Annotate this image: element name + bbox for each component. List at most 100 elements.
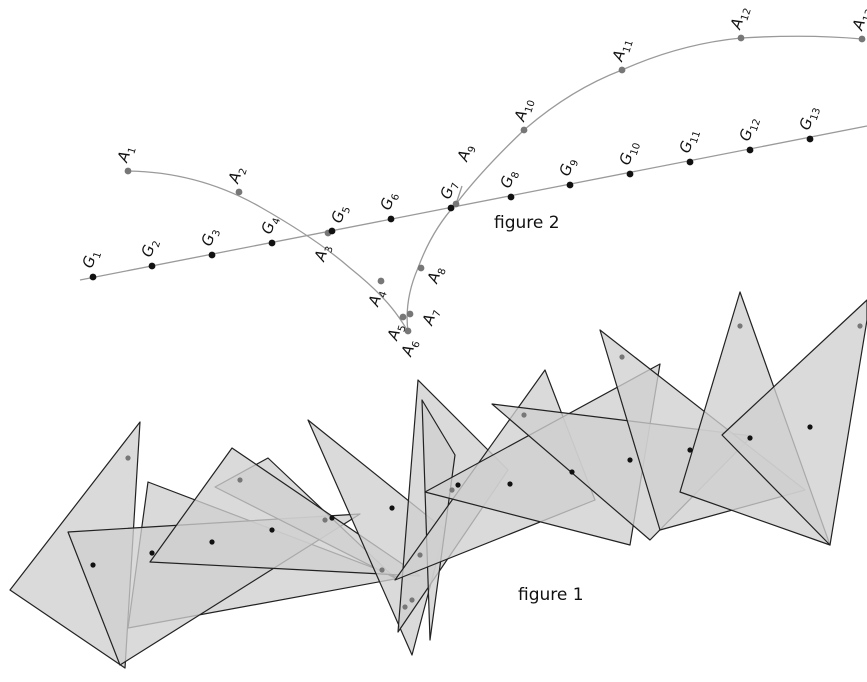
black-dot (329, 515, 335, 521)
label-subscript: 9 (569, 159, 581, 168)
gray-dot (521, 412, 527, 418)
point-a12 (737, 34, 745, 42)
label-a13: A13 (848, 5, 867, 34)
label-g2: G2 (138, 237, 164, 261)
point-g9 (566, 181, 574, 189)
label-subscript: 5 (396, 324, 408, 333)
point-g2 (148, 262, 156, 270)
label-subscript: 6 (410, 340, 422, 349)
label-g13: G13 (796, 104, 823, 134)
label-subscript: 2 (151, 240, 163, 249)
black-dot (455, 482, 461, 488)
label-subscript: 5 (341, 206, 353, 215)
label-a2: A2 (224, 164, 249, 187)
point-g4 (268, 239, 276, 247)
label-a12: A12 (726, 4, 753, 33)
label-g6: G6 (377, 190, 403, 214)
black-dot (209, 539, 215, 545)
label-subscript: 10 (523, 99, 537, 115)
label-subscript: 2 (237, 167, 249, 176)
figure-1-triangles (9, 291, 867, 669)
label-a10: A10 (510, 96, 537, 125)
label-subscript: 9 (466, 145, 478, 154)
figure-1-caption: figure 1 (518, 585, 584, 605)
black-dot (807, 424, 813, 430)
figure-1-points (90, 323, 863, 610)
label-subscript: 8 (510, 171, 522, 180)
label-subscript: 3 (323, 245, 335, 254)
gray-dot (619, 354, 625, 360)
label-g12: G12 (736, 115, 763, 145)
gray-dot (409, 597, 415, 603)
label-g8: G8 (497, 168, 523, 192)
point-a9 (452, 200, 460, 208)
label-a1: A1 (113, 143, 138, 166)
label-g11: G11 (676, 127, 703, 157)
triangle-5 (149, 447, 421, 577)
point-g6 (387, 215, 395, 223)
black-dot (90, 562, 96, 568)
label-a9: A9 (453, 142, 478, 165)
triangle-14 (721, 299, 867, 546)
gray-dot (417, 552, 423, 558)
gray-dot (379, 567, 385, 573)
a-curve-left (127, 170, 409, 333)
black-dot (269, 527, 275, 533)
label-subscript: 13 (861, 8, 867, 24)
label-subscript: 7 (450, 182, 462, 191)
label-subscript: 10 (629, 142, 643, 158)
label-a7: A7 (418, 306, 443, 329)
label-subscript: 4 (377, 290, 389, 299)
label-subscript: 4 (271, 217, 283, 226)
black-dot (149, 550, 155, 556)
black-dot (389, 505, 395, 511)
label-a8: A8 (423, 264, 448, 287)
point-a1 (124, 167, 132, 175)
a-curve-right (406, 35, 863, 333)
figure-2-caption: figure 2 (494, 213, 560, 233)
label-g9: G9 (556, 156, 582, 180)
label-subscript: 3 (211, 229, 223, 238)
label-subscript: 1 (126, 146, 138, 155)
point-g7 (447, 204, 455, 212)
label-subscript: 12 (749, 118, 763, 134)
label-a4: A4 (364, 287, 389, 310)
label-subscript: 6 (390, 193, 402, 202)
point-a10 (520, 126, 528, 134)
label-subscript: 13 (809, 107, 823, 123)
label-subscript: 8 (436, 267, 448, 276)
label-subscript: 11 (621, 39, 635, 55)
black-dot (569, 469, 575, 475)
label-subscript: 11 (689, 130, 703, 146)
black-dot (507, 481, 513, 487)
black-dot (627, 457, 633, 463)
label-subscript: 7 (431, 309, 443, 318)
label-g3: G3 (198, 226, 224, 250)
point-g3 (208, 251, 216, 259)
gray-dot (322, 517, 328, 523)
point-a7 (406, 310, 414, 318)
black-dot (687, 447, 693, 453)
label-g10: G10 (616, 139, 643, 169)
point-g5 (328, 227, 336, 235)
label-subscript: 1 (92, 251, 104, 260)
gray-dot (402, 604, 408, 610)
gray-dot (449, 487, 455, 493)
gray-dot (737, 323, 743, 329)
label-subscript: 12 (739, 7, 753, 23)
label-a11: A11 (608, 36, 635, 65)
label-a3: A3 (310, 242, 335, 265)
label-g1: G1 (79, 248, 105, 272)
point-g12 (746, 146, 754, 154)
point-a2 (235, 188, 243, 196)
gray-dot (237, 477, 243, 483)
black-dot (747, 435, 753, 441)
point-a6 (404, 327, 412, 335)
point-a4 (377, 277, 385, 285)
point-g1 (89, 273, 97, 281)
point-g10 (626, 170, 634, 178)
label-g5: G5 (328, 203, 354, 227)
label-g4: G4 (258, 214, 284, 238)
